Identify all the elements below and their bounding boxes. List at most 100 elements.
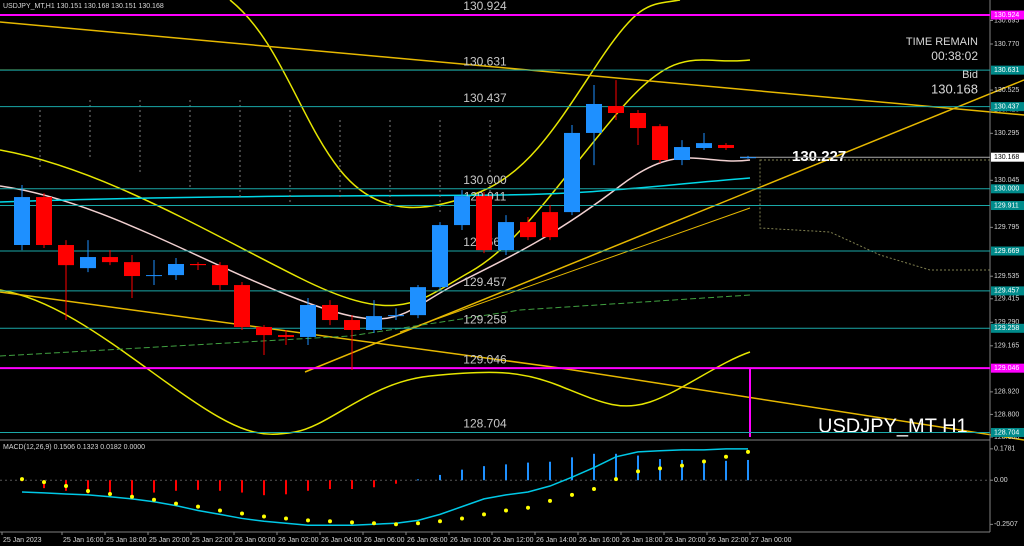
signal-dot xyxy=(284,516,288,521)
candle-body xyxy=(234,285,250,327)
candle-body xyxy=(278,335,294,337)
x-tick-label: 25 Jan 22:00 xyxy=(192,537,233,544)
candle-body xyxy=(586,103,602,133)
x-tick-label: 25 Jan 18:00 xyxy=(106,537,147,544)
level-axis-box xyxy=(991,184,1024,194)
time-remain-label: TIME REMAIN xyxy=(906,36,978,48)
candle-body xyxy=(520,222,536,238)
signal-dot xyxy=(746,449,750,454)
candle-body xyxy=(564,132,580,213)
signal-dot xyxy=(460,516,464,521)
level-axis-label: 129.669 xyxy=(994,248,1019,255)
macd-bar xyxy=(131,480,133,497)
candle-body xyxy=(190,264,206,266)
signal-dot xyxy=(504,508,508,513)
macd-bar xyxy=(571,457,573,481)
signal-dot xyxy=(724,454,728,459)
y-tick-label: 130.895 xyxy=(994,17,1019,24)
lower-band xyxy=(0,289,751,435)
level-label: 128.704 xyxy=(463,417,507,431)
macd-bar xyxy=(241,480,243,493)
macd-bar xyxy=(263,480,265,496)
candle-body xyxy=(432,225,448,288)
macd-bar xyxy=(351,480,353,490)
level-axis-box xyxy=(991,10,1024,20)
signal-dot xyxy=(20,477,24,482)
macd-bar xyxy=(43,480,45,489)
candle-body xyxy=(14,197,30,246)
x-tick-label: 26 Jan 02:00 xyxy=(278,537,319,544)
macd-bar xyxy=(483,466,485,481)
y-tick-label: 128.800 xyxy=(994,411,1019,418)
candle-body xyxy=(674,147,690,161)
candle-body xyxy=(36,197,52,246)
y-tick-label: 128.920 xyxy=(994,389,1019,396)
candle-body xyxy=(124,262,140,277)
candle-body xyxy=(454,196,470,226)
y-tick-label: 0.00 xyxy=(994,477,1008,484)
macd-bar xyxy=(109,480,111,495)
signal-dot xyxy=(306,518,310,523)
x-tick-label: 25 Jan 16:00 xyxy=(63,537,104,544)
level-label: 130.437 xyxy=(463,91,507,105)
signal-dot xyxy=(680,463,684,468)
signal-dot xyxy=(350,520,354,525)
middle-band xyxy=(0,59,751,307)
level-label: 130.000 xyxy=(463,173,507,187)
moving-average xyxy=(0,177,751,203)
level-axis-box xyxy=(991,363,1024,373)
macd-line xyxy=(21,448,748,527)
y-tick-label: 130.295 xyxy=(994,130,1019,137)
y-tick-label: 0.1781 xyxy=(994,446,1016,453)
macd-bar xyxy=(725,460,727,481)
candle-body xyxy=(388,315,404,317)
signal-dot xyxy=(240,511,244,516)
macd-bar xyxy=(461,469,463,481)
x-tick-label: 25 Jan 2023 xyxy=(3,537,42,544)
x-tick-label: 26 Jan 04:00 xyxy=(321,537,362,544)
macd-bar xyxy=(395,480,397,484)
level-label: 129.258 xyxy=(463,312,507,326)
candle-body xyxy=(542,212,558,238)
signal-dot xyxy=(372,521,376,526)
signal-dot xyxy=(64,484,68,489)
x-tick-label: 25 Jan 20:00 xyxy=(149,537,190,544)
level-axis-box xyxy=(991,65,1024,75)
level-label: 129.046 xyxy=(463,352,507,366)
macd-bar xyxy=(285,480,287,495)
signal-dot xyxy=(482,512,486,517)
y-tick-label: 129.165 xyxy=(994,343,1019,350)
level-axis-label: 130.924 xyxy=(994,12,1019,19)
level-axis-box xyxy=(991,102,1024,112)
x-tick-label: 26 Jan 12:00 xyxy=(493,537,534,544)
candle-body xyxy=(344,320,360,330)
macd-bar xyxy=(747,459,749,481)
signal-dot xyxy=(174,501,178,506)
macd-bar xyxy=(439,474,441,481)
candle-body xyxy=(630,113,646,129)
candle-body xyxy=(366,316,382,330)
signal-dot xyxy=(438,519,442,524)
macd-bar xyxy=(417,479,419,481)
y-tick-label: 130.770 xyxy=(994,41,1019,48)
y-tick-label: 129.535 xyxy=(994,273,1019,280)
level-axis-label: 129.911 xyxy=(994,202,1019,209)
level-label: 129.457 xyxy=(463,275,507,289)
macd-bar xyxy=(307,480,309,491)
level-axis-label: 130.437 xyxy=(994,103,1019,110)
upper-band xyxy=(229,0,681,209)
y-tick-label: -0.2507 xyxy=(994,521,1018,528)
bid-axis-label: 130.168 xyxy=(994,154,1019,161)
signal-dot xyxy=(526,505,530,510)
candle-body xyxy=(168,264,184,276)
candle-body xyxy=(300,304,316,337)
macd-bar xyxy=(153,480,155,493)
candle-body xyxy=(102,257,118,263)
x-tick-label: 26 Jan 08:00 xyxy=(407,537,448,544)
bid-label: Bid xyxy=(962,69,978,81)
x-tick-label: 26 Jan 16:00 xyxy=(579,537,620,544)
signal-dot xyxy=(548,498,552,503)
y-tick-label: 130.045 xyxy=(994,177,1019,184)
signal-dot xyxy=(328,519,332,524)
signal-dot xyxy=(130,494,134,499)
